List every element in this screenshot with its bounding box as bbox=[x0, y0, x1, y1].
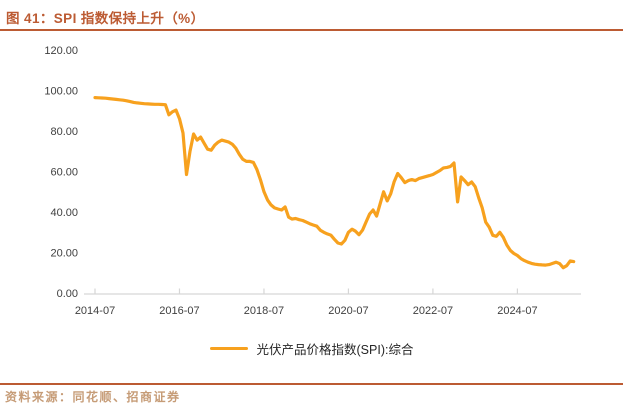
x-axis-tick-label: 2022-07 bbox=[413, 305, 453, 317]
y-axis-tick-label: 20.00 bbox=[50, 248, 78, 260]
title-divider bbox=[0, 29, 623, 31]
x-axis-tick-label: 2020-07 bbox=[328, 305, 368, 317]
y-axis-tick-label: 0.00 bbox=[57, 288, 78, 300]
x-axis-tick-label: 2014-07 bbox=[75, 305, 115, 317]
chart-legend: 光伏产品价格指数(SPI):综合 bbox=[0, 339, 623, 358]
footer-divider bbox=[0, 383, 623, 385]
x-axis-tick-label: 2016-07 bbox=[159, 305, 199, 317]
y-axis-tick-label: 80.00 bbox=[50, 126, 78, 138]
x-axis-tick-label: 2024-07 bbox=[497, 305, 537, 317]
y-axis-tick-label: 60.00 bbox=[50, 167, 78, 179]
x-axis-tick-label: 2018-07 bbox=[244, 305, 284, 317]
legend-series-label: 光伏产品价格指数(SPI):综合 bbox=[256, 343, 414, 357]
figure-title: 图 41：SPI 指数保持上升（%） bbox=[6, 11, 205, 26]
spi-series-line bbox=[93, 95, 576, 270]
data-source: 资料来源：同花顺、招商证券 bbox=[5, 390, 181, 404]
legend-line-marker bbox=[209, 346, 248, 351]
y-axis-tick-label: 120.00 bbox=[44, 45, 78, 57]
y-axis-tick-label: 40.00 bbox=[50, 207, 78, 219]
y-axis-tick-label: 100.00 bbox=[44, 86, 78, 98]
